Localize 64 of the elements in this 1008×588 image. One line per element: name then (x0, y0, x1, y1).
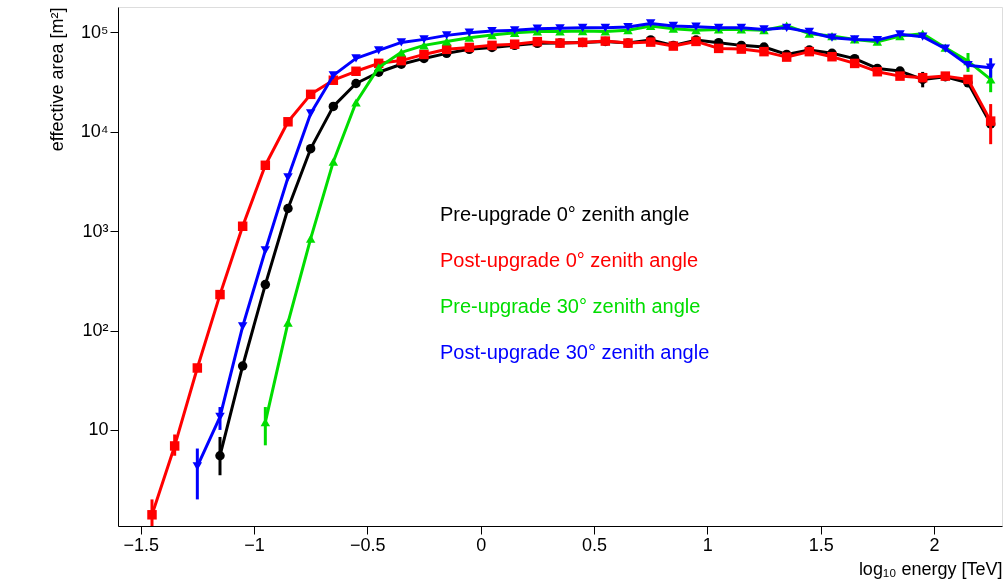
point (237, 221, 248, 231)
point (215, 289, 225, 300)
point (373, 46, 384, 55)
point (351, 78, 361, 89)
y-axis-title: effective area [m²] (46, 7, 67, 152)
point (283, 117, 293, 127)
point (373, 63, 384, 72)
y-tick-label: 10³ (82, 220, 109, 241)
point (169, 441, 180, 451)
point (328, 157, 339, 166)
point (215, 451, 225, 461)
point (351, 66, 361, 77)
point (283, 173, 293, 182)
y-tick-label: 10⁵ (81, 21, 109, 42)
x-tick-label: 2 (929, 534, 940, 555)
point (419, 49, 429, 60)
point (237, 361, 248, 371)
point (305, 89, 316, 100)
x-tick-label: −0.5 (350, 534, 386, 555)
point (260, 160, 271, 171)
x-tick-label: −1 (244, 534, 265, 555)
point (351, 98, 361, 107)
point (419, 35, 429, 44)
point (351, 54, 361, 63)
point (305, 143, 316, 154)
point (441, 37, 452, 46)
point (305, 109, 316, 118)
y-tick-label: 10 (88, 419, 109, 440)
x-tick-label: −1.5 (123, 534, 159, 555)
text: Post-upgrade 0° zenith angle (440, 249, 699, 271)
point (623, 22, 633, 32)
point (441, 31, 452, 40)
point (305, 234, 316, 243)
point (963, 74, 973, 85)
x-tick-label: 0.5 (581, 534, 608, 555)
y-tick-label: 10² (82, 320, 109, 341)
point (237, 322, 248, 331)
point (487, 26, 497, 36)
y-tick-label: 10⁴ (80, 121, 109, 142)
point (464, 28, 475, 37)
point (260, 246, 271, 255)
point (736, 44, 747, 54)
x-tick-label: 0 (476, 534, 487, 555)
point (713, 43, 724, 54)
point (849, 58, 860, 69)
x-tick-label: 1.5 (808, 534, 834, 555)
text: Post-upgrade 30° zenith angle (440, 341, 710, 363)
x-tick-label: 1 (702, 534, 713, 555)
point (283, 318, 293, 327)
point (283, 203, 293, 214)
text: Pre-upgrade 30° zenith angle (440, 295, 701, 317)
point (759, 46, 769, 57)
point (192, 363, 203, 373)
x-axis-title: log₁₀ energy [TeV] (858, 558, 1003, 579)
point (691, 22, 701, 31)
point (147, 510, 157, 520)
text: Pre-upgrade 0° zenith angle (440, 203, 690, 225)
point (577, 23, 588, 32)
point (260, 279, 271, 290)
point (396, 38, 407, 47)
point (895, 71, 905, 81)
point (396, 48, 407, 57)
point (600, 23, 611, 32)
point (328, 101, 339, 112)
